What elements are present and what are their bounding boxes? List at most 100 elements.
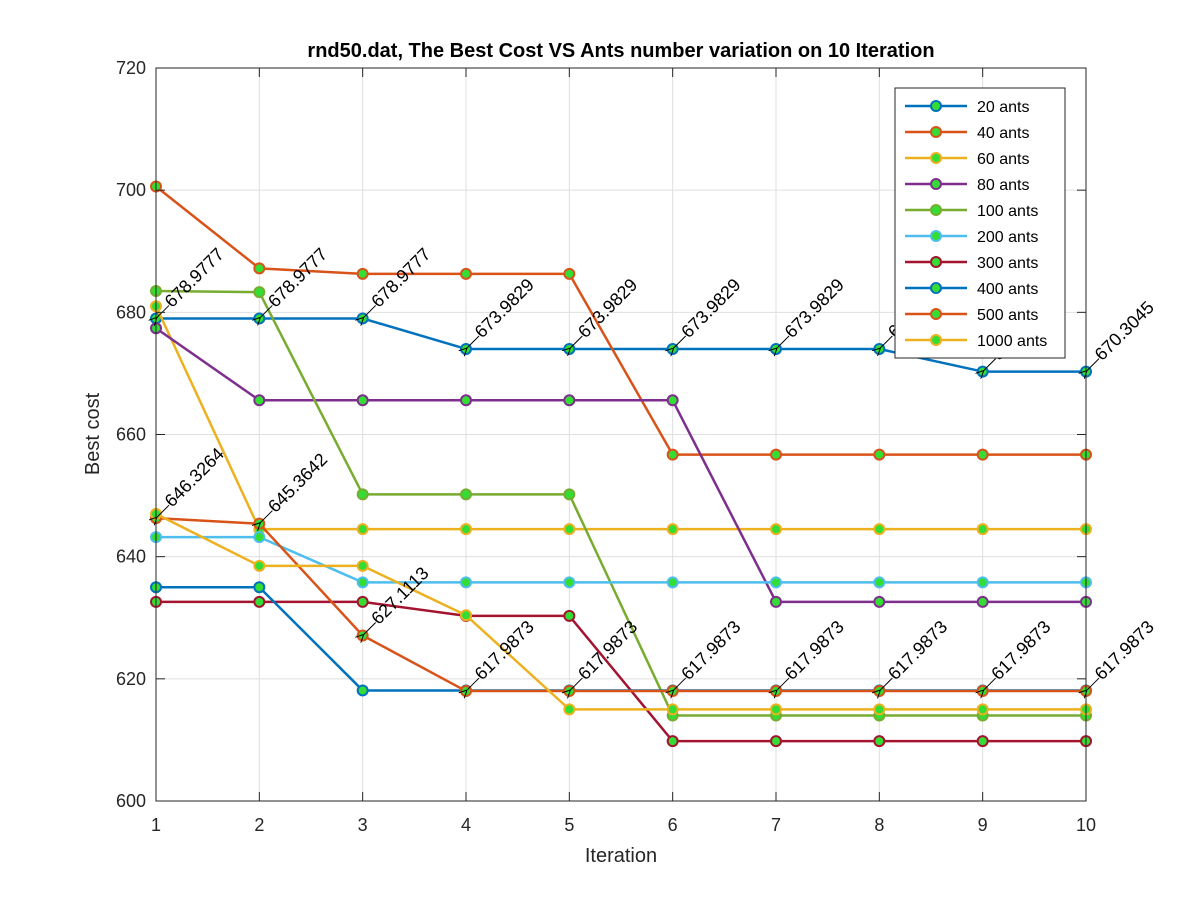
annotation-arrow [1087,677,1100,690]
y-tick-label: 620 [116,669,146,689]
legend-marker [930,152,942,164]
legend-marker [930,282,942,294]
annotation-arrow [157,305,170,317]
x-tick-label: 5 [564,815,574,835]
y-tick-label: 680 [116,302,146,322]
data-point [563,267,576,280]
data-point [253,581,266,594]
data-point [253,394,266,407]
data-point [356,595,369,608]
data-point [873,703,886,716]
legend-marker [930,256,942,268]
legend-label: 1000 ants [977,333,1047,350]
data-point [666,523,679,536]
annotation-arrow [984,358,997,371]
data-point [563,576,576,589]
data-point [770,576,782,589]
legend-marker [930,308,942,320]
legend-label: 200 ants [977,229,1038,246]
data-point [356,576,369,589]
series-line [155,512,1086,711]
data-point [873,595,886,608]
data-point [666,448,679,461]
legend-marker [930,126,942,138]
series-2 [150,180,1092,461]
data-point [356,684,369,697]
data-point [563,703,576,716]
y-tick-label: 720 [116,58,146,78]
series-line [155,327,1086,604]
legend-item-4: 80 ants [905,177,1029,194]
data-point [460,267,472,280]
x-tick-label: 2 [254,815,264,835]
data-point [976,448,989,461]
legend-item-7: 300 ants [905,255,1038,272]
legend-item-8: 400 ants [905,281,1038,298]
data-point [253,262,266,275]
annotation-arrow [674,335,687,348]
annotation-arrow [157,504,170,517]
data-point [666,394,679,407]
legend-item-3: 60 ants [905,151,1029,168]
data-point [460,394,472,407]
series-line [155,516,1086,693]
legend-marker [930,230,942,242]
x-tick-label: 4 [461,815,471,835]
series-line [156,317,1086,373]
annotation-arrow [260,510,273,523]
legend-item-5: 100 ants [905,203,1038,220]
legend-label: 500 ants [977,307,1038,324]
data-point [563,394,576,407]
data-point [666,576,679,589]
series-6 [150,531,1092,589]
data-point [873,576,886,589]
annotation-arrow [674,677,687,690]
legend-marker [930,100,942,112]
legend-marker [930,178,942,190]
data-point [253,286,266,299]
data-point [873,448,886,461]
data-point [356,488,369,501]
annotation-arrow [364,305,377,317]
legend-item-6: 200 ants [905,229,1038,246]
legend-item-9: 500 ants [905,307,1038,324]
data-point [873,735,886,748]
data-point [563,609,576,622]
legend-item-2: 40 ants [905,125,1029,142]
legend-marker [930,204,942,216]
x-tick-label: 1 [151,815,161,835]
series-line [155,289,1086,717]
chart-title: rnd50.dat, The Best Cost VS Ants number … [307,40,934,62]
data-point [770,523,782,536]
data-point [563,488,576,501]
series-line [154,305,1086,531]
data-point [356,559,369,572]
data-point [770,703,782,716]
data-point [460,488,472,501]
annotation-arrow [1087,358,1100,371]
data-point [770,735,782,748]
legend-label: 60 ants [977,151,1029,168]
legend-label: 400 ants [977,281,1038,298]
y-tick-label: 600 [116,791,146,811]
data-point [976,735,989,748]
data-point [253,595,266,608]
data-point [253,559,266,572]
data-point [460,609,472,622]
y-tick-label: 640 [116,547,146,567]
data-point [976,703,989,716]
legend-label: 40 ants [977,125,1029,142]
data-point [976,523,989,536]
data-point [976,576,989,589]
legend-label: 300 ants [977,255,1038,272]
series-line [156,600,1086,743]
annotation-arrow [364,622,377,634]
legend-label: 80 ants [977,177,1029,194]
data-point [666,703,679,716]
legend-label: 20 ants [977,99,1029,116]
series-3 [150,300,1092,536]
annotation-arrow [467,335,480,348]
x-tick-label: 3 [358,815,368,835]
data-point [873,523,886,536]
